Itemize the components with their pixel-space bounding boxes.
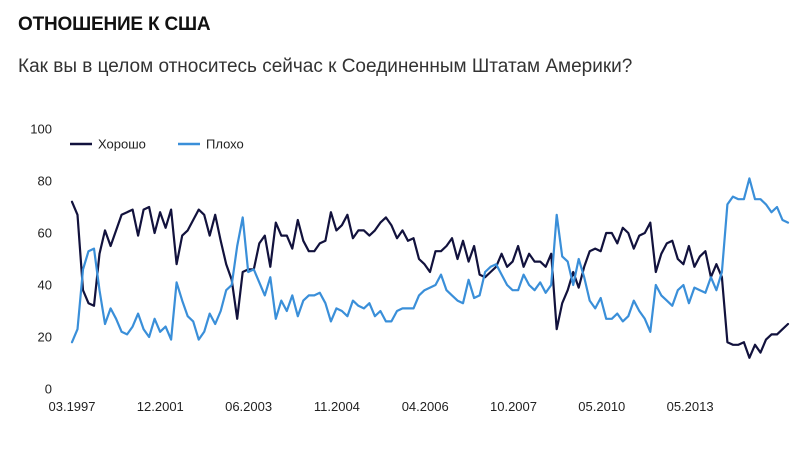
y-tick-label: 80 [38, 174, 52, 189]
y-tick-label: 20 [38, 330, 52, 345]
chart-title: ОТНОШЕНИЕ К США [18, 14, 211, 35]
legend-label: Хорошо [98, 137, 146, 152]
x-tick-label: 11.2004 [314, 399, 360, 414]
legend: Хорошо Плохо [70, 137, 244, 152]
x-tick-label: 06.2003 [225, 399, 272, 414]
series-layer [70, 177, 790, 359]
chart-subtitle: Как вы в целом относитесь сейчас к Соеди… [18, 56, 633, 77]
x-tick-label: 04.2006 [402, 399, 449, 414]
y-tick-label: 60 [38, 226, 52, 241]
series-line-good [70, 200, 790, 359]
x-tick-label: 03.1997 [49, 399, 96, 414]
y-tick-label: 0 [45, 382, 52, 397]
x-tick-label: 12.2001 [137, 399, 184, 414]
x-tick-label: 05.2013 [667, 399, 714, 414]
y-tick-label: 100 [30, 122, 52, 137]
y-tick-label: 40 [38, 278, 52, 293]
series-line-bad [70, 177, 790, 344]
x-tick-label: 10.2007 [490, 399, 537, 414]
x-axis: 03.1997 12.2001 06.2003 11.2004 04.2006 10.20… [49, 399, 714, 414]
legend-label: Плохо [206, 137, 244, 152]
x-tick-label: 05.2010 [578, 399, 625, 414]
y-axis: 0 20 40 60 80 100 [30, 122, 52, 397]
